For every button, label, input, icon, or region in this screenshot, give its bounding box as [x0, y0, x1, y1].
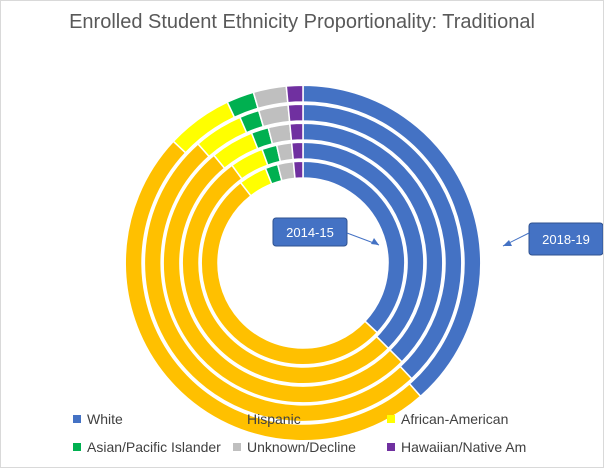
callout-2018-19: 2018-19 — [502, 222, 603, 256]
legend-swatch-asian-pacific-islander — [73, 443, 81, 451]
legend-swatch-white — [73, 415, 81, 423]
legend-label-african-american: African-American — [401, 411, 509, 427]
ring-4-slice-unknown-decline — [257, 104, 291, 128]
legend-item-white: White — [73, 411, 123, 427]
legend-item-unknown-decline: Unknown/Decline — [233, 439, 356, 455]
legend-item-hispanic: Hispanic — [233, 411, 301, 427]
legend-swatch-hispanic — [233, 415, 241, 423]
legend-item-african-american: African-American — [387, 411, 508, 427]
legend-label-asian-pacific-islander: Asian/Pacific Islander — [87, 439, 221, 455]
callout-2014-15: 2014-15 — [272, 217, 380, 247]
legend-label-hispanic: Hispanic — [247, 411, 301, 427]
legend-item-asian-pacific-islander: Asian/Pacific Islander — [73, 439, 221, 455]
ring-1-slice-hawaiian-native-am — [292, 160, 304, 180]
ring-3-slice-hawaiian-native-am — [289, 122, 304, 142]
legend-swatch-hawaiian-native-am — [387, 443, 395, 451]
legend-label-white: White — [87, 411, 123, 427]
callout-box-2014-15 — [272, 217, 348, 247]
legend-item-hawaiian-native-am: Hawaiian/Native Am — [387, 439, 526, 455]
chart-title: Enrolled Student Ethnicity Proportionali… — [69, 11, 535, 33]
callout-arrowhead-2014-15 — [371, 238, 379, 245]
callout-arrowhead-2018-19 — [503, 240, 512, 246]
ring-2-slice-hawaiian-native-am — [290, 141, 304, 161]
callout-box-2018-19 — [528, 222, 603, 256]
ring-3-slice-unknown-decline — [267, 123, 293, 145]
ring-2-slice-unknown-decline — [275, 141, 295, 163]
donut-rings — [124, 84, 482, 442]
legend-swatch-unknown-decline — [233, 443, 241, 451]
callout-label-2014-15: 2014-15 — [286, 225, 334, 240]
legend-swatch-african-american — [387, 415, 395, 423]
ring-5-slice-hawaiian-native-am — [285, 84, 304, 104]
legend-label-hawaiian-native-am: Hawaiian/Native Am — [401, 439, 527, 455]
callout-label-2018-19: 2018-19 — [542, 232, 590, 247]
ring-4-slice-hawaiian-native-am — [287, 103, 304, 123]
legend-label-unknown-decline: Unknown/Decline — [247, 439, 356, 455]
callouts: 2014-15 2018-19 — [272, 217, 603, 256]
